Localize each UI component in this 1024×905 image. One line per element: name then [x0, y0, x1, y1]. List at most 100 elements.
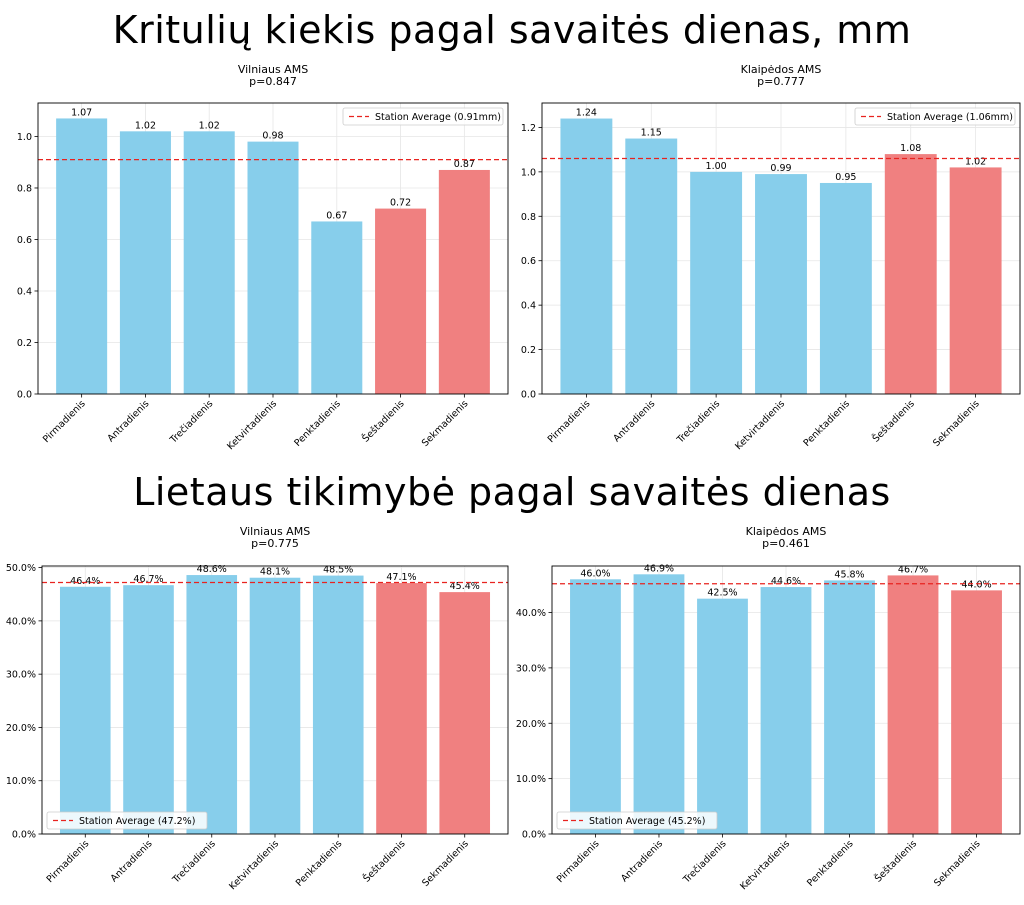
chart-subtitle: p=0.461: [762, 537, 810, 550]
x-tick-label: Trečiadienis: [674, 398, 722, 446]
y-tick-label: 0.8: [521, 212, 536, 223]
bar-6: [887, 575, 939, 834]
y-tick-label: 1.0: [521, 167, 536, 178]
data-label: 44.0%: [961, 579, 991, 590]
x-tick-label: Ketvirtadienis: [225, 398, 279, 452]
data-label: 45.4%: [450, 581, 480, 592]
legend: Station Average (45.2%): [556, 811, 718, 830]
y-tick-label: 0.0: [521, 390, 536, 401]
bar-1: [560, 118, 613, 394]
data-label: 47.1%: [386, 572, 416, 583]
x-tick-label: Sekmadienis: [420, 838, 471, 889]
bar-1: [56, 118, 108, 394]
y-tick-label: 30.0%: [6, 670, 36, 681]
y-tick-label: 30.0%: [516, 663, 546, 674]
x-tick-label: Trečiadienis: [170, 838, 218, 886]
y-tick-label: 0.2: [521, 345, 536, 356]
y-tick-label: 50.0%: [6, 563, 36, 574]
x-tick-label: Antradienis: [619, 838, 665, 884]
x-tick-label: Šeštadienis: [360, 398, 407, 445]
legend-box: [342, 107, 504, 126]
chart-subtitle: p=0.847: [249, 75, 297, 88]
x-tick-label: Šeštadienis: [870, 398, 917, 445]
x-tick-label: Antradienis: [611, 398, 657, 444]
y-tick-label: 20.0%: [516, 719, 546, 730]
data-label: 46.0%: [580, 568, 610, 579]
y-tick-label: 10.0%: [516, 774, 546, 785]
x-tick-label: Sekmadienis: [931, 398, 982, 449]
bar-1: [59, 586, 111, 834]
y-tick-label: 0.0: [17, 390, 32, 401]
legend-box: [854, 107, 1016, 126]
y-tick-label: 40.0%: [6, 616, 36, 627]
data-label: 42.5%: [707, 588, 737, 599]
legend: Station Average (1.06mm): [854, 107, 1016, 126]
legend: Station Average (0.91mm): [342, 107, 504, 126]
legend: Station Average (47.2%): [46, 811, 208, 830]
y-tick-label: 0.6: [17, 235, 32, 246]
x-tick-label: Penktadienis: [801, 398, 852, 449]
legend-label: Station Average (0.91mm): [375, 112, 501, 123]
data-label: 48.1%: [260, 567, 290, 578]
x-tick-label: Šeštadienis: [361, 838, 408, 885]
x-tick-label: Penktadienis: [292, 398, 343, 449]
data-label: 48.5%: [323, 565, 353, 576]
bar-4: [247, 141, 299, 394]
y-tick-label: 0.0%: [522, 830, 546, 841]
data-label: 46.7%: [133, 574, 163, 585]
data-label: 1.07: [71, 107, 92, 118]
x-tick-label: Pirmadienis: [41, 398, 88, 445]
data-label: 1.24: [576, 108, 597, 119]
x-tick-label: Penktadienis: [805, 838, 856, 889]
x-tick-label: Antradienis: [109, 838, 155, 884]
data-label: 0.98: [262, 131, 283, 142]
data-label: 48.6%: [197, 564, 227, 575]
section-title-precipitation: Kritulių kiekis pagal savaitės dienas, m…: [112, 8, 912, 52]
x-tick-label: Sekmadienis: [932, 838, 983, 889]
chart-title: Klaipėdos AMS: [746, 525, 827, 538]
bar-3: [183, 131, 235, 394]
bar-4: [760, 587, 812, 834]
chart-subtitle: p=0.777: [757, 75, 805, 88]
y-tick-label: 10.0%: [6, 776, 36, 787]
data-label: 45.8%: [834, 569, 864, 580]
bar-5: [312, 575, 364, 834]
x-tick-label: Pirmadienis: [555, 838, 602, 885]
bar-7: [438, 169, 490, 394]
data-label: 0.99: [770, 163, 791, 174]
y-tick-label: 0.6: [521, 256, 536, 267]
data-label: 1.02: [965, 156, 986, 167]
bar-6: [375, 208, 427, 394]
data-label: 44.6%: [771, 576, 801, 587]
bar-3: [690, 171, 743, 394]
legend-label: Station Average (1.06mm): [887, 112, 1013, 123]
y-tick-label: 0.4: [17, 286, 32, 297]
y-tick-label: 0.8: [17, 183, 32, 194]
y-tick-label: 0.4: [521, 301, 536, 312]
data-label: 0.67: [326, 210, 347, 221]
chart-title: Vilniaus AMS: [238, 63, 308, 76]
section-title-rain-probability: Lietaus tikimybė pagal savaitės dienas: [133, 470, 891, 514]
x-tick-label: Šeštadienis: [872, 838, 919, 885]
x-tick-label: Trečiadienis: [167, 398, 215, 446]
bar-5: [824, 580, 875, 834]
x-tick-label: Penktadienis: [294, 838, 345, 889]
x-tick-label: Ketvirtadienis: [738, 838, 792, 892]
data-label: 46.9%: [644, 563, 674, 574]
bar-5: [819, 182, 872, 394]
data-label: 46.4%: [70, 576, 100, 587]
bar-3: [697, 598, 748, 834]
y-tick-label: 0.0%: [12, 830, 36, 841]
y-tick-label: 1.0: [17, 132, 32, 143]
x-tick-label: Sekmadienis: [420, 398, 471, 449]
y-tick-label: 40.0%: [516, 608, 546, 619]
bar-2: [625, 138, 678, 394]
data-label: 1.02: [135, 120, 156, 131]
x-tick-label: Ketvirtadienis: [227, 838, 281, 892]
bar-7: [949, 167, 1002, 394]
x-tick-label: Pirmadienis: [45, 838, 92, 885]
